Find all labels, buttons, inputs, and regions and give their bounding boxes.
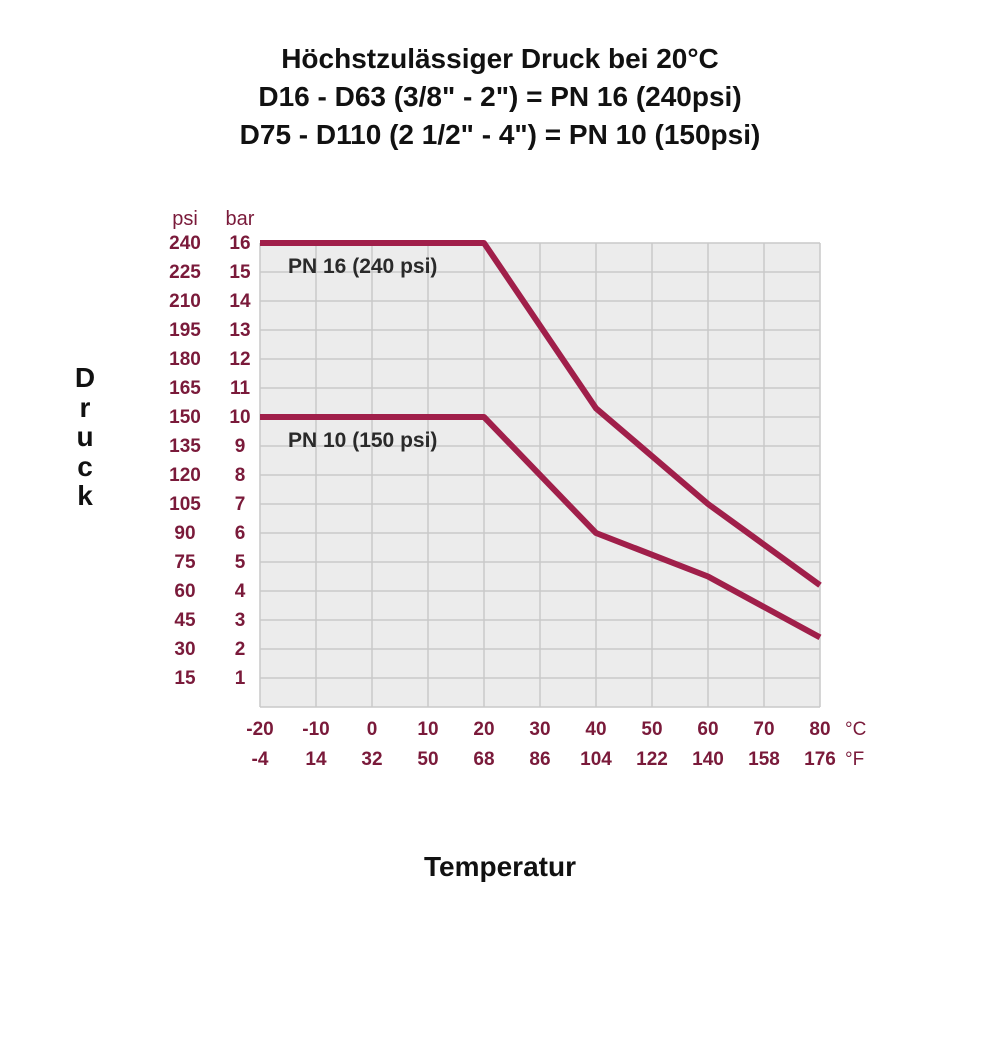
y-tick-bar: 15 [229,262,251,283]
x-tick-c: 0 [367,719,378,740]
y-tick-bar: 7 [235,494,246,515]
y-tick-psi: 105 [169,494,201,515]
y-tick-bar: 6 [235,523,246,544]
x-tick-f: 104 [580,749,612,770]
x-tick-c: 10 [417,719,438,740]
x-tick-c: 20 [473,719,494,740]
x-tick-f: -4 [252,749,269,770]
y-tick-psi: 180 [169,349,201,370]
series-label-pn10: PN 10 (150 psi) [288,429,437,452]
y-tick-psi: 240 [169,233,201,254]
header-line-2: D16 - D63 (3/8" - 2") = PN 16 (240psi) [0,78,1000,116]
y-tick-psi: 90 [174,523,195,544]
y-tick-psi: 135 [169,436,201,457]
x-tick-f: 176 [804,749,836,770]
y-tick-bar: 11 [230,378,251,399]
pressure-temperature-chart: psibar1513024536047559061057120813591501… [90,183,910,823]
y-axis-title: Druck [70,363,100,510]
x-unit-c: °C [845,719,866,740]
x-tick-c: -10 [302,719,329,740]
y-tick-psi: 75 [174,552,196,573]
y-tick-psi: 60 [174,581,195,602]
x-tick-c: 80 [809,719,830,740]
y-tick-bar: 9 [235,436,246,457]
y-tick-psi: 150 [169,407,201,428]
y-tick-bar: 4 [235,581,246,602]
y-tick-bar: 10 [229,407,250,428]
x-tick-c: 30 [529,719,550,740]
header-line-1: Höchstzulässiger Druck bei 20°C [0,40,1000,78]
x-tick-f: 68 [473,749,494,770]
y-tick-psi: 210 [169,291,201,312]
y-header-psi: psi [172,208,198,230]
x-tick-f: 86 [529,749,550,770]
chart-container: Druck psibar1513024536047559061057120813… [90,183,910,883]
x-tick-c: 60 [697,719,718,740]
x-tick-f: 32 [361,749,382,770]
y-tick-psi: 15 [174,668,196,689]
y-tick-bar: 8 [235,465,246,486]
chart-header: Höchstzulässiger Druck bei 20°C D16 - D6… [0,40,1000,153]
y-tick-psi: 195 [169,320,201,341]
header-line-3: D75 - D110 (2 1/2" - 4") = PN 10 (150psi… [0,116,1000,154]
x-tick-f: 14 [305,749,327,770]
y-tick-bar: 2 [235,639,246,660]
y-tick-bar: 3 [235,610,246,631]
y-header-bar: bar [226,208,255,230]
x-tick-c: 50 [641,719,662,740]
y-tick-bar: 16 [229,233,250,254]
x-tick-f: 122 [636,749,668,770]
series-label-pn16: PN 16 (240 psi) [288,255,437,278]
x-unit-f: °F [845,749,864,770]
y-tick-bar: 14 [229,291,251,312]
y-tick-bar: 12 [229,349,250,370]
y-tick-psi: 45 [174,610,196,631]
x-tick-f: 158 [748,749,780,770]
y-tick-psi: 165 [169,378,201,399]
y-tick-psi: 225 [169,262,201,283]
y-tick-bar: 5 [235,552,246,573]
x-tick-c: -20 [246,719,273,740]
y-tick-psi: 120 [169,465,201,486]
y-tick-bar: 1 [235,668,246,689]
x-tick-c: 70 [753,719,774,740]
y-tick-psi: 30 [174,639,195,660]
y-tick-bar: 13 [229,320,250,341]
x-tick-c: 40 [585,719,606,740]
x-axis-title: Temperatur [90,851,910,883]
x-tick-f: 50 [417,749,438,770]
x-tick-f: 140 [692,749,724,770]
